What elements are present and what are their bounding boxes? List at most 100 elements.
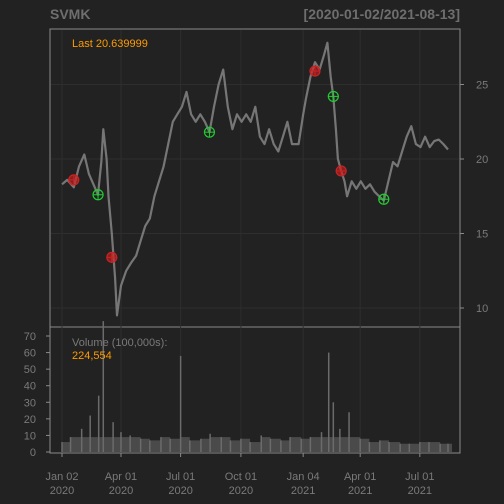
price-tick-label: 25 (476, 80, 488, 92)
volume-base (180, 437, 190, 452)
volume-base (328, 437, 334, 452)
volume-base (170, 438, 181, 452)
symbol-title: SVMK (50, 6, 90, 22)
volume-bar (220, 437, 222, 452)
volume-base (339, 437, 350, 452)
sell-marker (68, 174, 80, 186)
volume-bar (327, 352, 330, 452)
time-tick-month: Apr 01 (105, 471, 137, 483)
volume-base (270, 438, 281, 452)
volume-base (419, 442, 429, 452)
volume-bar (419, 442, 421, 452)
time-tick-month: Jul 01 (166, 471, 195, 483)
volume-bar (120, 432, 122, 452)
price-tick-label: 20 (476, 154, 488, 166)
volume-base (81, 437, 91, 452)
volume-base (301, 438, 311, 452)
volume-base (333, 437, 340, 452)
volume-bar (89, 415, 91, 452)
volume-base (440, 443, 448, 452)
buy-marker (378, 193, 390, 205)
volume-base (210, 437, 222, 452)
volume-bar (189, 440, 191, 452)
time-tick-year: 2021 (408, 485, 432, 497)
volume-base (261, 437, 271, 452)
volume-base (90, 437, 99, 452)
volume-bar (112, 422, 114, 452)
volume-bar (280, 440, 282, 452)
volume-tick-label: 0 (30, 447, 36, 459)
volume-tick-label: 60 (24, 348, 36, 360)
time-tick-month: Jul 01 (405, 471, 434, 483)
volume-base (250, 442, 262, 452)
time-tick-year: 2020 (109, 485, 133, 497)
volume-bar (139, 438, 142, 452)
volume-bar (209, 433, 211, 452)
grid-layer (51, 30, 459, 452)
volume-base (140, 438, 150, 452)
volume-bar (309, 437, 312, 452)
volume-bar (320, 432, 323, 452)
volume-bar (160, 437, 162, 452)
volume-tick-label: 50 (24, 364, 36, 376)
volume-bar (368, 442, 371, 452)
volume-base (113, 437, 121, 452)
volume-bar (179, 355, 182, 452)
volume-bar (408, 443, 411, 452)
volume-bar (61, 442, 63, 452)
buy-marker (92, 189, 104, 201)
volume-base (290, 437, 302, 452)
volume-tick-label: 10 (24, 430, 36, 442)
volume-base (221, 437, 231, 452)
volume-bar (388, 442, 390, 452)
volume-bar (332, 402, 335, 452)
volume-bar (399, 443, 401, 452)
volume-panel-frame (49, 326, 461, 454)
volume-base (120, 437, 131, 452)
volume-bar (300, 438, 302, 452)
volume-base (230, 440, 241, 452)
volume-bar (249, 442, 251, 452)
price-line (61, 41, 449, 317)
volume-bar (428, 442, 430, 452)
sell-marker (335, 165, 347, 177)
volume-bar (129, 435, 131, 452)
volume-bar (229, 440, 232, 452)
volume-base (200, 438, 211, 452)
volume-bar (80, 428, 83, 452)
volume-bar (269, 438, 272, 452)
buy-marker (327, 90, 339, 103)
volume-bar (240, 438, 242, 452)
volume-bar (149, 440, 151, 452)
buy-marker (203, 126, 216, 138)
time-tick-year: 2020 (229, 485, 253, 497)
volume-bar (359, 438, 361, 452)
price-layer (61, 41, 449, 317)
volume-bars (61, 321, 452, 452)
volume-base (428, 442, 441, 452)
time-tick-month: Apr 01 (344, 471, 376, 483)
volume-base (321, 437, 329, 452)
volume-tick-label: 20 (24, 414, 36, 426)
time-tick-year: 2021 (291, 485, 315, 497)
volume-base (240, 438, 251, 452)
volume-bar (69, 437, 72, 452)
time-tick-year: 2021 (348, 485, 372, 497)
volume-base (62, 442, 71, 452)
volume-base (280, 440, 291, 452)
volume-base (103, 437, 114, 452)
volume-base (448, 443, 452, 452)
volume-base (409, 443, 420, 452)
volume-bar (348, 412, 350, 452)
volume-base (400, 443, 410, 452)
sell-marker (106, 251, 118, 263)
price-tick-label: 15 (476, 229, 488, 241)
volume-tick-label: 70 (24, 331, 36, 343)
volume-bar (439, 443, 441, 452)
volume-bar (260, 435, 262, 452)
volume-base (160, 437, 171, 452)
volume-base (130, 437, 141, 452)
volume-bar (379, 440, 381, 452)
